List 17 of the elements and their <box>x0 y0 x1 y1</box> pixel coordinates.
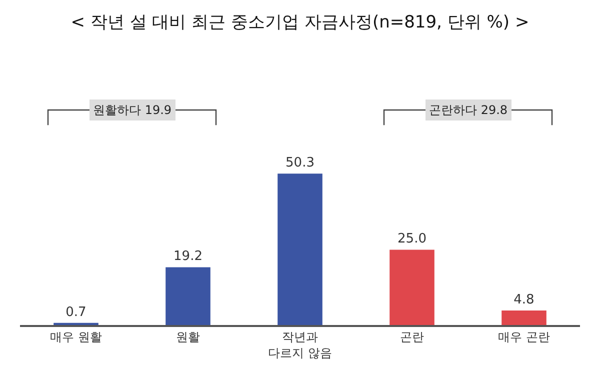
bar <box>278 174 322 325</box>
data-label: 50.3 <box>286 156 314 171</box>
bar <box>390 250 434 325</box>
data-label: 25.0 <box>398 232 426 247</box>
x-tick-label: 원활 <box>176 330 200 344</box>
x-tick-label: 매우 원활 <box>50 330 102 344</box>
x-tick-label: 작년과 다르지 않음 <box>268 330 332 360</box>
chart-title: < 작년 설 대비 최근 중소기업 자금사정(n=819, 단위 %) > <box>70 12 530 32</box>
data-label: 0.7 <box>66 304 86 320</box>
x-tick-label: 매우 곤란 <box>498 330 550 344</box>
data-label: 4.8 <box>514 292 534 308</box>
data-label: 19.2 <box>174 249 202 264</box>
bar <box>502 310 546 325</box>
text: 곤란하다 29.8 <box>429 103 508 117</box>
bar <box>166 267 210 325</box>
text: 원활하다 19.9 <box>93 103 172 117</box>
x-tick-label: 곤란 <box>400 330 424 344</box>
